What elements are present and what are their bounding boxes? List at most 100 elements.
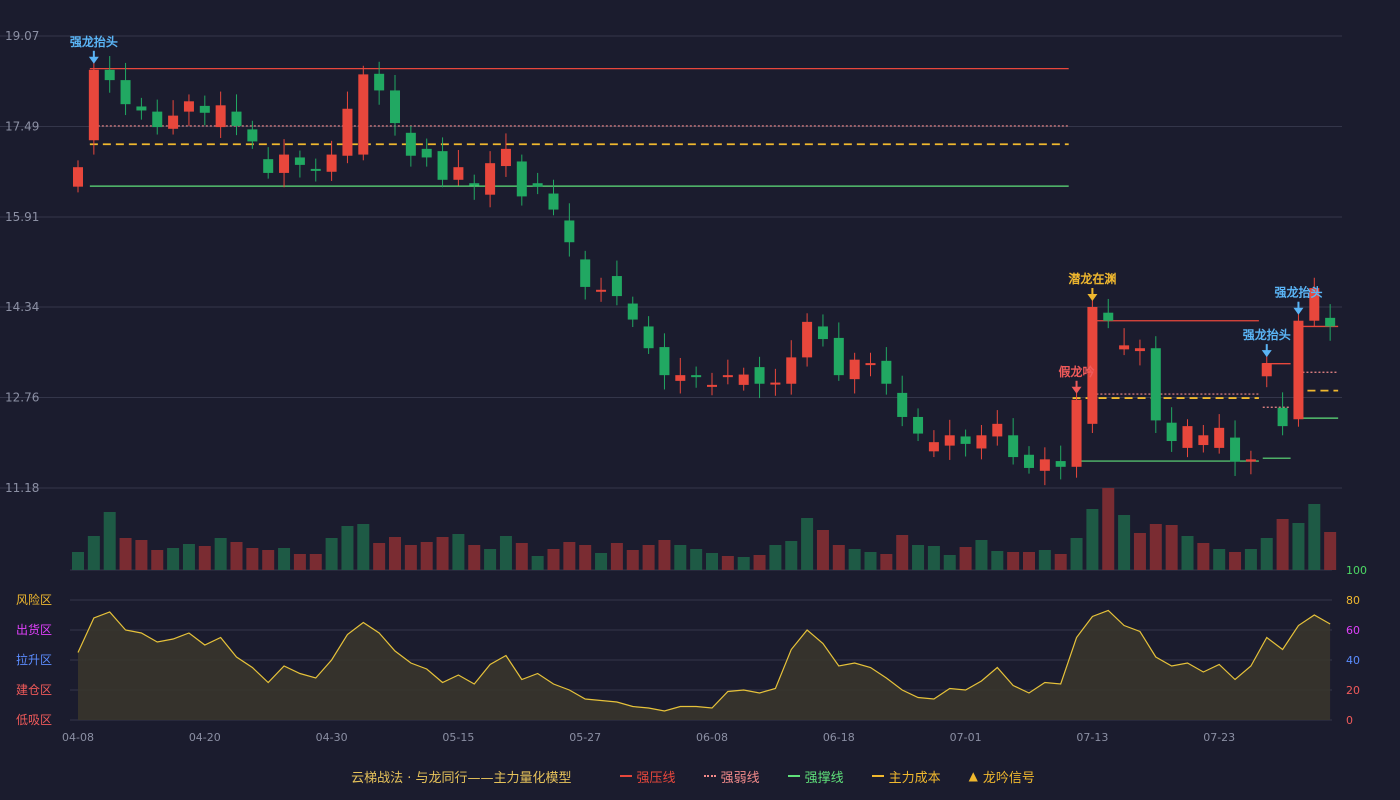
- osc-tick-label: 80: [1346, 594, 1360, 607]
- x-tick-label: 07-23: [1203, 731, 1235, 744]
- candle-body: [73, 167, 83, 187]
- volume-bar: [1260, 538, 1273, 570]
- candle-body: [564, 220, 575, 243]
- zone-label: 拉升区: [16, 652, 52, 667]
- volume-bar: [579, 545, 592, 570]
- volume-bar: [674, 545, 687, 570]
- candle-body: [516, 161, 527, 197]
- candlestick-series: [73, 56, 1336, 486]
- candle-body: [1039, 459, 1050, 471]
- candle-body: [1293, 320, 1304, 420]
- candle-body: [1134, 348, 1145, 352]
- signal-label: 假龙吟: [1059, 364, 1095, 379]
- candle-body: [1230, 437, 1241, 462]
- candle-body: [849, 359, 860, 380]
- volume-bar: [452, 534, 465, 570]
- volume-bar: [753, 555, 766, 570]
- candle-body: [865, 363, 876, 366]
- volume-bar: [880, 554, 893, 570]
- legend-item-signal: ▲ 龙吟信号: [969, 767, 1035, 786]
- candle-body: [231, 111, 242, 126]
- volume-bar: [1007, 552, 1020, 570]
- volume-bar: [991, 551, 1004, 570]
- candle-body: [754, 367, 765, 384]
- candle-body: [1198, 435, 1209, 446]
- volume-bar: [816, 530, 829, 570]
- osc-tick-label: 0: [1346, 714, 1353, 727]
- candle-body: [643, 326, 654, 349]
- candle-body: [1055, 461, 1066, 467]
- candle-body: [136, 106, 147, 111]
- candle-body: [1150, 348, 1161, 421]
- volume-bar: [103, 512, 116, 570]
- volume-bar: [484, 549, 497, 570]
- volume-bar: [547, 549, 560, 570]
- candle-body: [1008, 435, 1019, 458]
- volume-bar: [610, 543, 623, 570]
- x-tick-label: 04-08: [62, 731, 94, 744]
- volume-bar: [420, 542, 433, 570]
- candle-body: [1214, 427, 1225, 448]
- volume-bar: [1149, 524, 1162, 570]
- oscillator-area: [78, 610, 1331, 720]
- legend-label-strong-weak: 强弱线: [720, 770, 760, 786]
- signal-arrow-icon: [1261, 350, 1272, 358]
- candle-body: [326, 154, 337, 172]
- legend-swatch-strong-support: [787, 775, 800, 777]
- candle-body: [1245, 459, 1256, 462]
- legend-swatch-main-cost: [871, 775, 884, 777]
- signal-label: 强龙抬头: [1243, 327, 1291, 342]
- zone-label: 出货区: [16, 622, 52, 637]
- candle-body: [1166, 422, 1177, 442]
- candle-body: [722, 375, 733, 378]
- volume-bar: [975, 540, 988, 570]
- candle-body: [104, 69, 115, 81]
- volume-bar: [87, 536, 100, 570]
- volume-bar: [864, 552, 877, 570]
- candle-body: [294, 157, 305, 165]
- volume-bar: [309, 554, 322, 570]
- volume-bar: [737, 557, 750, 570]
- x-tick-label: 06-18: [823, 731, 855, 744]
- volume-bar: [927, 546, 940, 570]
- volume-bar: [1229, 552, 1242, 570]
- volume-bar: [198, 546, 211, 570]
- grid-lines: [0, 35, 1342, 721]
- legend-label-main-cost: 主力成本: [888, 770, 941, 786]
- volume-bar: [896, 535, 909, 570]
- volume-bar: [848, 549, 861, 570]
- volume-bar: [167, 548, 180, 570]
- candle-body: [183, 101, 194, 112]
- x-tick-label: 06-08: [696, 731, 728, 744]
- volume-bar: [563, 542, 576, 570]
- volume-bar: [943, 555, 956, 570]
- candle-body: [881, 360, 892, 384]
- x-tick-label: 07-13: [1076, 731, 1108, 744]
- osc-tick-label: 60: [1346, 624, 1360, 637]
- volume-bar: [119, 538, 132, 570]
- volume-bar: [721, 556, 734, 570]
- volume-bar: [278, 548, 291, 570]
- volume-bar: [1276, 519, 1289, 570]
- candle-body: [421, 148, 432, 158]
- signal-arrow-icon: [1087, 293, 1098, 301]
- candle-body: [928, 442, 939, 452]
- candle-body: [263, 159, 274, 173]
- candle-body: [1103, 312, 1114, 321]
- candle-body: [802, 321, 813, 358]
- candle-body: [1309, 288, 1320, 321]
- volume-bar: [1244, 549, 1257, 570]
- legend-item-main-cost: 主力成本: [871, 767, 941, 786]
- volume-bar: [135, 540, 148, 570]
- volume-bar: [341, 526, 354, 570]
- volume-bar: [230, 542, 243, 570]
- volume-bar: [658, 540, 671, 570]
- zone-label: 低吸区: [16, 713, 52, 727]
- volume-bar: [246, 548, 259, 570]
- candle-body: [469, 183, 480, 186]
- candle-body: [120, 80, 131, 105]
- volume-bar: [1324, 532, 1337, 570]
- candle-body: [913, 416, 924, 434]
